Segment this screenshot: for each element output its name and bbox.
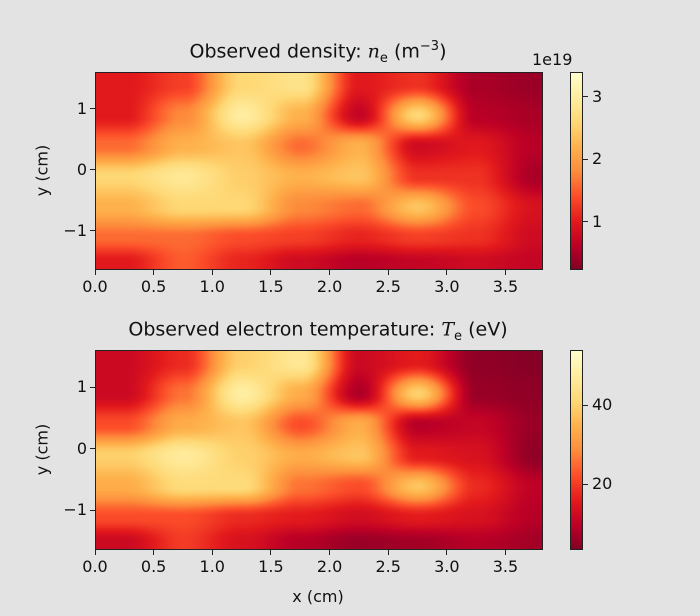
- x-tick-label: 1.5: [258, 557, 284, 576]
- colorbar-offset-label: 1e19: [532, 50, 573, 69]
- y-tick-mark: [90, 108, 95, 110]
- y-tick-label: −1: [63, 220, 87, 240]
- y-tick-label: 1: [76, 98, 87, 118]
- x-tick-mark: [446, 270, 448, 275]
- x-tick-mark: [153, 550, 155, 555]
- colorbar-tick-mark: [583, 158, 588, 160]
- x-tick-mark: [446, 550, 448, 555]
- x-tick-mark: [94, 550, 96, 555]
- y-tick-mark: [90, 448, 95, 450]
- x-tick-mark: [270, 270, 272, 275]
- x-tick-label: 1.0: [199, 277, 225, 296]
- heatmap-image: [95, 72, 543, 270]
- colorbar: [570, 72, 583, 270]
- x-tick-mark: [153, 270, 155, 275]
- title-part: e: [379, 51, 388, 67]
- x-tick-label: 2.0: [316, 277, 343, 296]
- y-tick-label: 1: [76, 377, 87, 397]
- title-part: (eV): [462, 318, 508, 341]
- y-tick-mark: [90, 386, 95, 388]
- title-part: Observed electron temperature:: [128, 318, 442, 341]
- colorbar-tick-mark: [583, 483, 588, 485]
- title-part: e: [454, 329, 463, 345]
- x-tick-mark: [94, 270, 96, 275]
- colorbar-tick-label: 2: [592, 149, 603, 169]
- x-tick-label: 3.0: [434, 277, 460, 296]
- x-tick-mark: [504, 270, 506, 275]
- y-tick-label: 0: [76, 438, 87, 458]
- chart-title: Observed density: ne (m−3): [190, 39, 447, 66]
- colorbar-tick-mark: [583, 221, 588, 223]
- x-tick-label: 0.0: [82, 557, 108, 576]
- y-tick-label: −1: [63, 500, 87, 520]
- title-part: (m: [387, 40, 420, 63]
- title-part: −3: [419, 39, 440, 54]
- x-tick-label: 0.0: [82, 277, 108, 296]
- x-tick-mark: [329, 270, 331, 275]
- y-tick-mark: [90, 509, 95, 511]
- x-tick-label: 3.5: [492, 557, 519, 576]
- x-tick-label: 2.5: [375, 277, 401, 296]
- colorbar-tick-label: 1: [592, 211, 603, 231]
- y-axis-label: y (cm): [32, 144, 52, 197]
- x-tick-mark: [211, 270, 213, 275]
- x-tick-mark: [504, 550, 506, 555]
- x-tick-mark: [270, 550, 272, 555]
- x-tick-label: 3.0: [434, 557, 460, 576]
- colorbar: [570, 350, 583, 550]
- chart-title: Observed electron temperature: Te (eV): [128, 317, 507, 344]
- colorbar-tick-label: 3: [592, 86, 603, 106]
- x-tick-label: 1.5: [258, 277, 284, 296]
- y-tick-label: 0: [76, 159, 87, 179]
- x-axis-label: x (cm): [292, 587, 344, 606]
- x-tick-label: 3.5: [492, 277, 519, 296]
- x-tick-mark: [387, 270, 389, 275]
- x-tick-label: 0.5: [140, 277, 167, 296]
- y-tick-mark: [90, 230, 95, 232]
- title-part: n: [367, 40, 380, 63]
- x-tick-label: 2.5: [375, 557, 401, 576]
- x-tick-mark: [329, 550, 331, 555]
- x-tick-mark: [387, 550, 389, 555]
- colorbar-tick-label: 40: [592, 395, 613, 415]
- heatmap-image: [95, 350, 543, 550]
- x-tick-label: 1.0: [199, 557, 225, 576]
- y-axis-label: y (cm): [32, 423, 52, 476]
- x-tick-label: 2.0: [316, 557, 343, 576]
- y-tick-mark: [90, 169, 95, 171]
- title-part: T: [441, 318, 455, 341]
- colorbar-tick-mark: [583, 96, 588, 98]
- colorbar-tick-mark: [583, 404, 588, 406]
- colorbar-tick-label: 20: [592, 474, 613, 494]
- x-tick-mark: [211, 550, 213, 555]
- title-part: Observed density:: [189, 40, 368, 63]
- x-tick-label: 0.5: [140, 557, 167, 576]
- title-part: ): [439, 40, 447, 63]
